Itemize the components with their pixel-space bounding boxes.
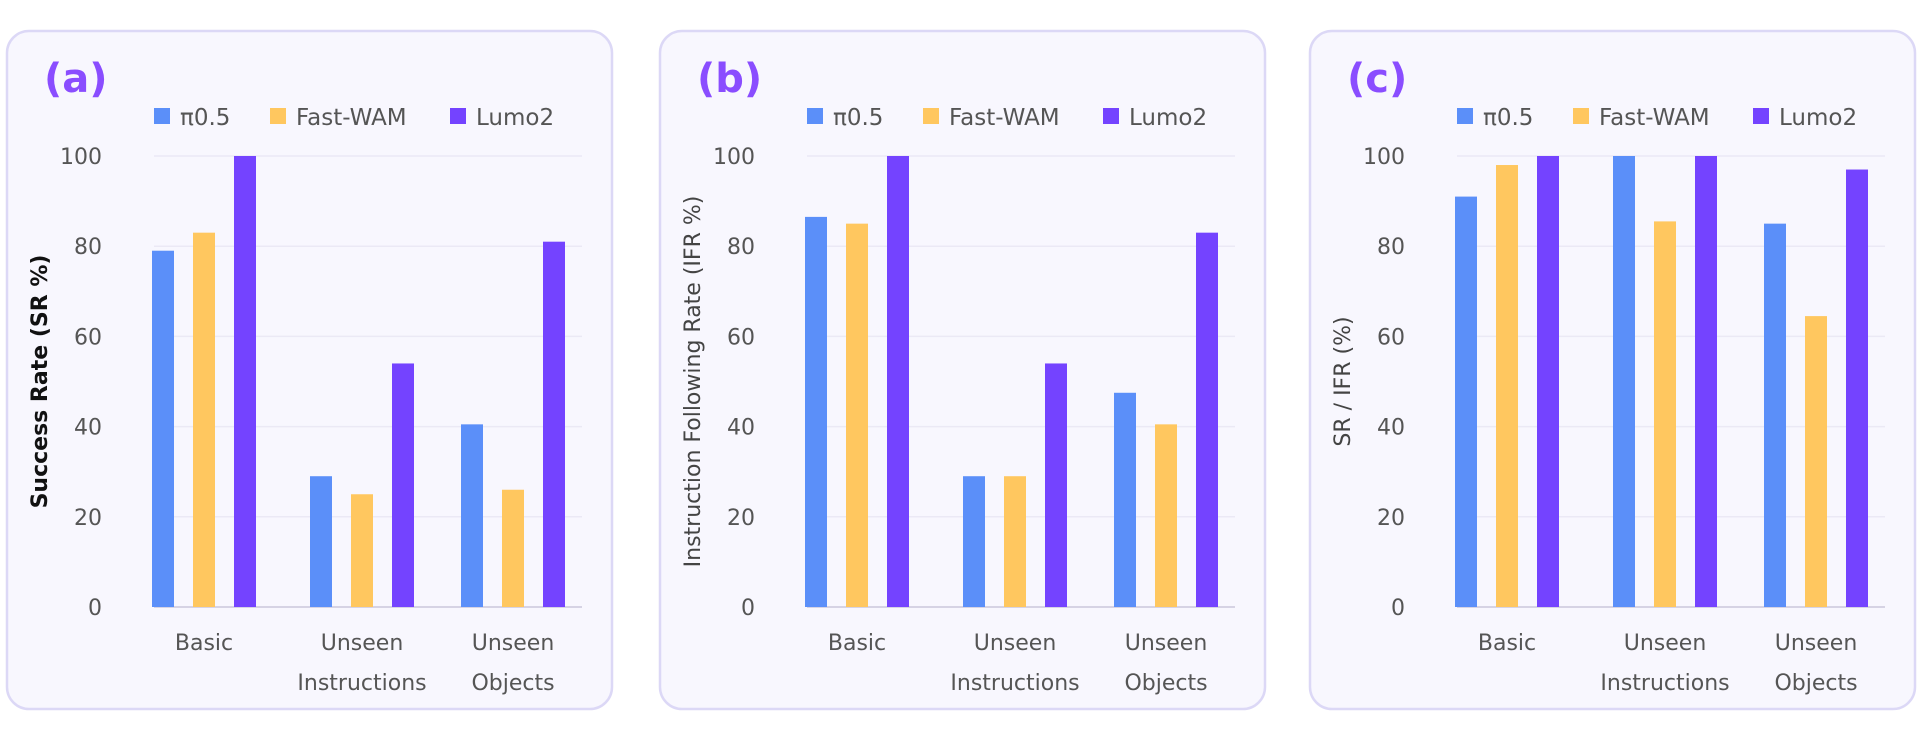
y-tick-label: 20 bbox=[727, 506, 755, 531]
y-tick-label: 80 bbox=[1377, 235, 1405, 260]
y-tick-label: 80 bbox=[727, 235, 755, 260]
x-category-label: Unseen bbox=[472, 631, 555, 656]
chart-panel-c: (c) π0.5 Fast-WAM Lumo2 0 20 40 60 80 100 SR / IFR… bbox=[1308, 29, 1917, 711]
x-category-label: Objects bbox=[1124, 671, 1207, 696]
legend-label: Fast-WAM bbox=[1599, 105, 1710, 131]
bar-fast-wam bbox=[351, 494, 373, 607]
x-category-label: Instructions bbox=[297, 671, 426, 696]
bar-fast-wam bbox=[502, 489, 524, 607]
y-tick-label: 40 bbox=[727, 416, 755, 441]
panel-label: (c) bbox=[1347, 56, 1407, 102]
bar-lumo2 bbox=[543, 241, 565, 607]
bar-pi05 bbox=[1613, 156, 1635, 607]
bar-pi05 bbox=[1764, 223, 1786, 607]
y-axis-title: Instruction Following Rate (IFR %) bbox=[681, 196, 706, 568]
y-tick-label: 40 bbox=[74, 416, 102, 441]
bar-fast-wam bbox=[1496, 165, 1518, 607]
x-category-label: Basic bbox=[1478, 631, 1536, 656]
bar-lumo2 bbox=[1846, 169, 1868, 607]
y-axis-title: SR / IFR (%) bbox=[1331, 316, 1356, 446]
bar-fast-wam bbox=[846, 223, 868, 607]
x-category-label: Unseen bbox=[1775, 631, 1858, 656]
x-category-label: Objects bbox=[471, 671, 554, 696]
bar-pi05 bbox=[963, 476, 985, 607]
bar-lumo2 bbox=[887, 156, 909, 607]
y-tick-label: 100 bbox=[1363, 145, 1405, 170]
bar-fast-wam bbox=[1654, 221, 1676, 607]
bar-pi05 bbox=[1114, 392, 1136, 607]
y-tick-label: 40 bbox=[1377, 416, 1405, 441]
legend-label: Lumo2 bbox=[476, 105, 554, 131]
legend-swatch bbox=[1103, 108, 1119, 124]
x-category-label: Objects bbox=[1774, 671, 1857, 696]
y-tick-label: 100 bbox=[60, 145, 102, 170]
x-category-label: Instructions bbox=[1600, 671, 1729, 696]
bar-fast-wam bbox=[193, 232, 215, 608]
legend-swatch bbox=[154, 108, 170, 124]
x-category-label: Basic bbox=[828, 631, 886, 656]
bar-lumo2 bbox=[1196, 232, 1218, 608]
legend-swatch bbox=[1457, 108, 1473, 124]
x-category-label: Unseen bbox=[321, 631, 404, 656]
bar-lumo2 bbox=[1695, 156, 1717, 607]
legend-swatch bbox=[923, 108, 939, 124]
y-tick-label: 0 bbox=[1391, 596, 1405, 621]
bar-lumo2 bbox=[1045, 363, 1067, 607]
y-tick-label: 0 bbox=[88, 596, 102, 621]
legend-swatch bbox=[1753, 108, 1769, 124]
bar-pi05 bbox=[310, 476, 332, 607]
y-tick-label: 20 bbox=[74, 506, 102, 531]
legend-swatch bbox=[450, 108, 466, 124]
legend-label: π0.5 bbox=[180, 105, 230, 131]
legend-label: Lumo2 bbox=[1129, 105, 1207, 131]
bar-lumo2 bbox=[234, 156, 256, 607]
legend-swatch bbox=[1573, 108, 1589, 124]
bar-fast-wam bbox=[1004, 476, 1026, 607]
bar-pi05 bbox=[152, 250, 174, 607]
y-tick-label: 0 bbox=[741, 596, 755, 621]
x-category-label: Unseen bbox=[1125, 631, 1208, 656]
chart-panel-a: (a) π0.5 Fast-WAM Lumo2 0 20 40 60 80 100 Success … bbox=[5, 29, 614, 711]
legend-label: π0.5 bbox=[833, 105, 883, 131]
legend-label: π0.5 bbox=[1483, 105, 1533, 131]
bar-pi05 bbox=[805, 216, 827, 607]
bar-lumo2 bbox=[1537, 156, 1559, 607]
bar-fast-wam bbox=[1805, 316, 1827, 607]
y-tick-label: 60 bbox=[727, 325, 755, 350]
legend-swatch bbox=[807, 108, 823, 124]
y-tick-label: 80 bbox=[74, 235, 102, 260]
panel-label: (a) bbox=[44, 56, 108, 102]
panel-label: (b) bbox=[697, 56, 762, 102]
x-category-label: Unseen bbox=[1624, 631, 1707, 656]
chart-panel-b: (b) π0.5 Fast-WAM Lumo2 0 20 40 60 80 100 Instruct… bbox=[658, 29, 1267, 711]
legend-label: Fast-WAM bbox=[296, 105, 407, 131]
x-category-label: Basic bbox=[175, 631, 233, 656]
x-category-label: Unseen bbox=[974, 631, 1057, 656]
y-tick-label: 100 bbox=[713, 145, 755, 170]
bar-lumo2 bbox=[392, 363, 414, 607]
y-axis-title: Success Rate (SR %) bbox=[28, 255, 53, 509]
legend-label: Lumo2 bbox=[1779, 105, 1857, 131]
bar-pi05 bbox=[1455, 196, 1477, 607]
y-tick-label: 60 bbox=[74, 325, 102, 350]
x-category-label: Instructions bbox=[950, 671, 1079, 696]
legend-swatch bbox=[270, 108, 286, 124]
y-tick-label: 60 bbox=[1377, 325, 1405, 350]
bar-fast-wam bbox=[1155, 424, 1177, 607]
legend-label: Fast-WAM bbox=[949, 105, 1060, 131]
bar-pi05 bbox=[461, 424, 483, 607]
y-tick-label: 20 bbox=[1377, 506, 1405, 531]
